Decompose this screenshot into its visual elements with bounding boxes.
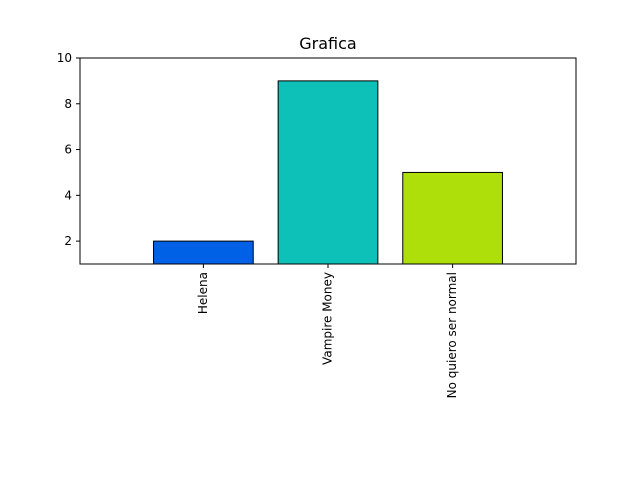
y-tick-label: 4 <box>64 188 72 202</box>
y-tick-label: 10 <box>57 51 72 65</box>
y-tick-label: 6 <box>64 143 72 157</box>
x-tick-label: Helena <box>196 272 210 314</box>
bar-helena <box>153 240 254 265</box>
bar-no-quiero-ser-normal <box>402 171 503 265</box>
plot-frame <box>79 57 577 265</box>
x-tick-label: No quiero ser normal <box>445 272 459 398</box>
bars-layer <box>153 80 503 265</box>
x-tick-label: Vampire Money <box>321 272 335 365</box>
chart-title: Grafica <box>299 34 356 53</box>
y-tick-label: 2 <box>64 234 72 248</box>
x-axis: Helena Vampire Money No quiero ser normal <box>196 264 459 398</box>
bar-vampire-money <box>277 80 379 265</box>
y-axis: 2 4 6 8 10 <box>57 51 80 248</box>
y-tick-label: 8 <box>64 97 72 111</box>
